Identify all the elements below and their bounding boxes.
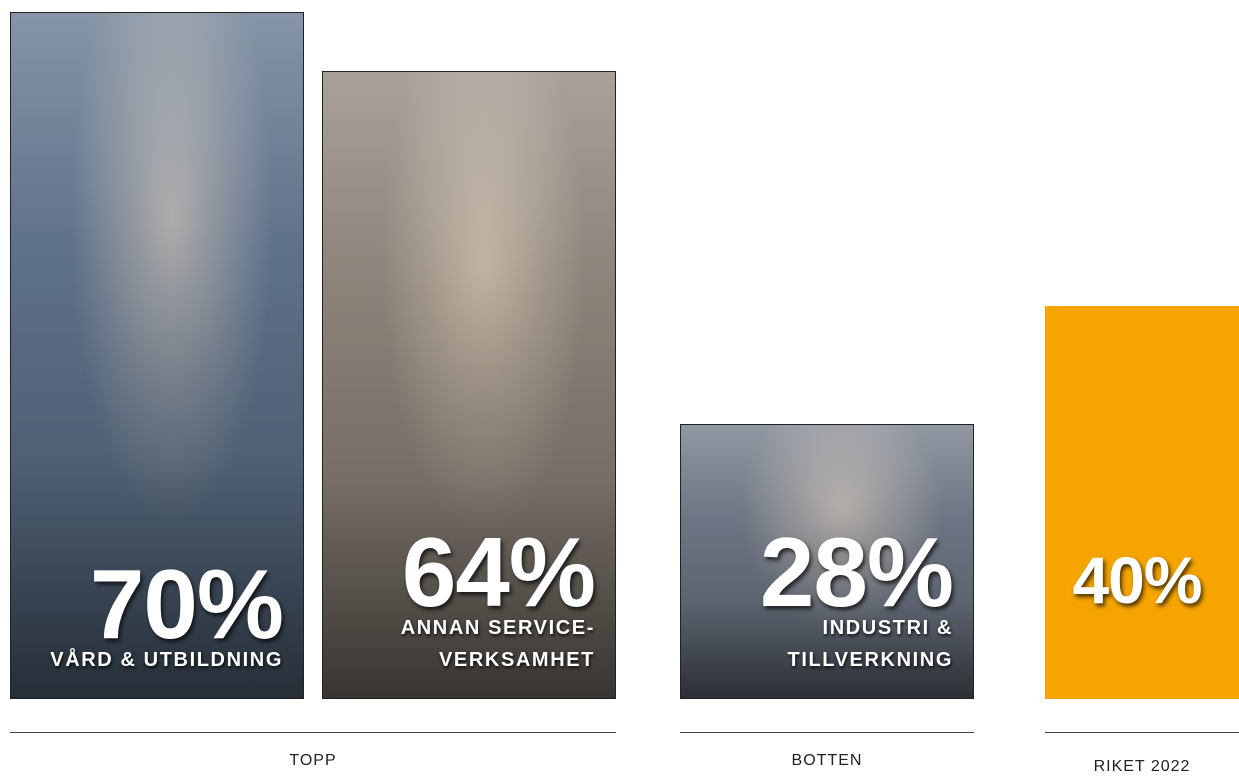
separator bbox=[10, 732, 616, 733]
group-label: BOTTEN bbox=[791, 752, 863, 769]
bar: 40% bbox=[1045, 306, 1239, 699]
group-label: RIKET 2022 bbox=[1093, 758, 1191, 775]
group-label: TOPP bbox=[289, 752, 337, 769]
separator bbox=[680, 732, 974, 733]
category-label: ANNAN SERVICE-VERKSAMHET bbox=[400, 616, 595, 671]
value-label: 64% bbox=[401, 516, 596, 627]
bar: 70% VÅRD & UTBILDNING bbox=[10, 12, 304, 699]
bar: 28% INDUSTRI & TILLVERKNING bbox=[680, 424, 974, 699]
category-label: INDUSTRI & TILLVERKNING bbox=[787, 616, 953, 671]
bar: 64% ANNAN SERVICE-VERKSAMHET bbox=[322, 70, 616, 699]
value-label: 70% bbox=[89, 548, 284, 659]
category-label: VÅRD & UTBILDNING bbox=[50, 649, 283, 671]
value-label: 40% bbox=[1072, 542, 1202, 617]
separator bbox=[1045, 732, 1239, 733]
value-label: 28% bbox=[759, 516, 954, 627]
